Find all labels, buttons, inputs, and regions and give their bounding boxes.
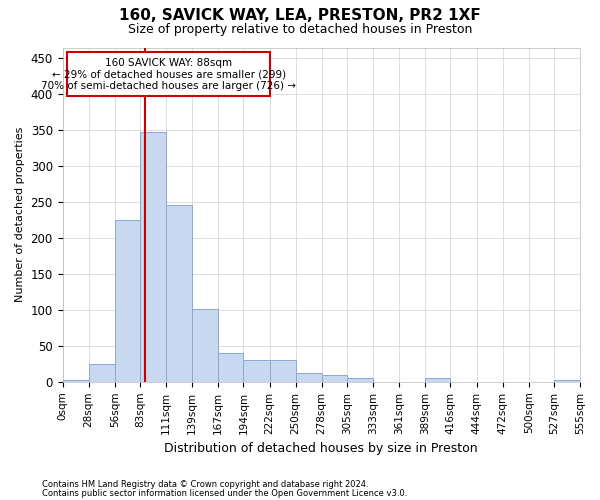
Bar [269, 360, 296, 382]
Bar [296, 373, 322, 382]
Bar [192, 309, 218, 382]
Bar [62, 380, 89, 382]
Bar [322, 374, 347, 382]
Text: Size of property relative to detached houses in Preston: Size of property relative to detached ho… [128, 22, 472, 36]
Bar [554, 380, 580, 382]
Text: ← 29% of detached houses are smaller (299): ← 29% of detached houses are smaller (29… [52, 69, 286, 79]
Bar [89, 364, 115, 382]
Bar [218, 353, 244, 382]
X-axis label: Distribution of detached houses by size in Preston: Distribution of detached houses by size … [164, 442, 478, 455]
Y-axis label: Number of detached properties: Number of detached properties [15, 127, 25, 302]
Text: 70% of semi-detached houses are larger (726) →: 70% of semi-detached houses are larger (… [41, 80, 296, 90]
Bar [244, 360, 269, 382]
Text: 160 SAVICK WAY: 88sqm: 160 SAVICK WAY: 88sqm [105, 58, 232, 68]
Bar [166, 205, 192, 382]
Bar [425, 378, 451, 382]
Bar [347, 378, 373, 382]
Text: 160, SAVICK WAY, LEA, PRESTON, PR2 1XF: 160, SAVICK WAY, LEA, PRESTON, PR2 1XF [119, 8, 481, 22]
Text: Contains HM Land Registry data © Crown copyright and database right 2024.: Contains HM Land Registry data © Crown c… [42, 480, 368, 489]
Bar [115, 220, 140, 382]
Bar [140, 132, 166, 382]
Text: Contains public sector information licensed under the Open Government Licence v3: Contains public sector information licen… [42, 488, 407, 498]
FancyBboxPatch shape [67, 52, 271, 96]
